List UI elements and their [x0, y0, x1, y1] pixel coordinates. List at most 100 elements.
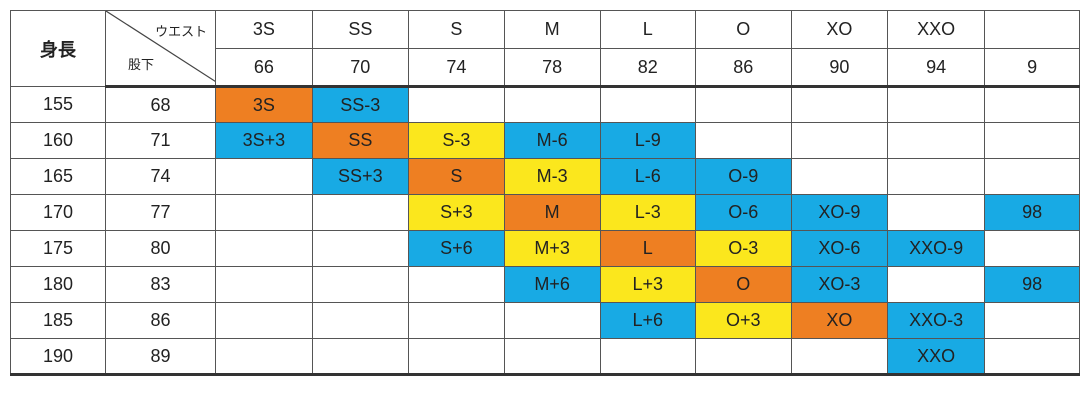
size-column-header: 3S [215, 10, 313, 49]
inseam-cell: 83 [104, 266, 217, 303]
size-cell: XXO-9 [887, 230, 986, 267]
size-cell: M-3 [503, 158, 601, 195]
size-column-header: XXO [887, 10, 986, 49]
size-cell [887, 122, 986, 159]
waist-value-cell: 66 [215, 48, 313, 88]
size-cell: O-3 [694, 230, 792, 267]
size-cell [311, 338, 410, 376]
size-cell: L-6 [599, 158, 696, 195]
size-cell [215, 302, 313, 339]
size-cell: O-6 [694, 194, 792, 231]
size-cell [790, 122, 889, 159]
size-cell [408, 338, 505, 376]
size-cell: XXO-3 [887, 302, 986, 339]
table-row: 170 77 S+3 M L-3 O-6 XO-9 98 [10, 194, 1080, 231]
inseam-label: 股下 [127, 57, 154, 72]
waist-value-cell: 86 [694, 48, 792, 88]
size-cell: S+6 [408, 230, 505, 267]
size-cell [215, 194, 313, 231]
table-row: 155 68 3S SS-3 [10, 86, 1080, 123]
size-chart-table: 身長 ウエスト 股下 3S SS S M L O XO XXO 66 70 74 78 82 86 90 9… [10, 10, 1080, 376]
size-cell: L [599, 230, 696, 267]
waist-value-cell: 78 [503, 48, 601, 88]
inseam-cell: 77 [104, 194, 217, 231]
size-cell [984, 86, 1080, 123]
size-cell [984, 158, 1080, 195]
size-cell [599, 86, 696, 123]
size-column-header: XO [790, 10, 889, 49]
size-cell [887, 194, 986, 231]
size-cell: S-3 [408, 122, 505, 159]
waist-value-cell: 9 [984, 48, 1080, 88]
table-row: 175 80 S+6 M+3 L O-3 XO-6 XXO-9 [10, 230, 1080, 267]
size-column-header [984, 10, 1080, 49]
size-cell [887, 266, 986, 303]
size-column-header: O [694, 10, 792, 49]
inseam-cell: 80 [104, 230, 217, 267]
size-cell [503, 86, 601, 123]
size-cell [599, 338, 696, 376]
size-cell [984, 230, 1080, 267]
size-cell: O-9 [694, 158, 792, 195]
diagonal-divider [106, 11, 215, 82]
size-cell [503, 302, 601, 339]
height-cell: 155 [10, 86, 106, 123]
inseam-cell: 86 [104, 302, 217, 339]
size-cell [503, 338, 601, 376]
size-cell [311, 302, 410, 339]
size-cell [311, 194, 410, 231]
size-cell [790, 86, 889, 123]
size-cell: S+3 [408, 194, 505, 231]
size-cell: XO [790, 302, 889, 339]
size-cell [408, 266, 505, 303]
waist-value-cell: 74 [408, 48, 505, 88]
size-cell [215, 158, 313, 195]
size-cell [215, 266, 313, 303]
size-cell: 98 [984, 194, 1080, 231]
size-cell: 98 [984, 266, 1080, 303]
size-cell [694, 86, 792, 123]
size-cell [694, 122, 792, 159]
height-cell: 185 [10, 302, 106, 339]
size-cell: S [408, 158, 505, 195]
size-name-row: 身長 ウエスト 股下 3S SS S M L O XO XXO [10, 10, 1080, 88]
size-cell: M+3 [503, 230, 601, 267]
size-cell [887, 158, 986, 195]
waist-value-cell: 94 [887, 48, 986, 88]
size-cell: 3S [215, 86, 313, 123]
size-cell: XO-3 [790, 266, 889, 303]
height-header: 身長 [10, 10, 106, 87]
size-cell: M [503, 194, 601, 231]
size-cell [790, 338, 889, 376]
size-column-header: M [503, 10, 601, 49]
inseam-cell: 74 [104, 158, 217, 195]
size-cell: L-3 [599, 194, 696, 231]
size-cell [790, 158, 889, 195]
inseam-cell: 68 [104, 86, 217, 123]
size-cell: XO-6 [790, 230, 889, 267]
size-cell: 3S+3 [215, 122, 313, 159]
table-row: 180 83 M+6 L+3 O XO-3 98 [10, 266, 1080, 303]
size-cell: L+6 [599, 302, 696, 339]
table-row: 160 71 3S+3 SS S-3 M-6 L-9 [10, 122, 1080, 159]
height-cell: 190 [10, 338, 106, 376]
waist-value-row: 66 70 74 78 82 86 90 94 9 [11, 48, 1080, 88]
size-cell [984, 302, 1080, 339]
size-cell: SS [311, 122, 410, 159]
size-cell [408, 302, 505, 339]
size-cell: SS+3 [311, 158, 410, 195]
size-cell [984, 122, 1080, 159]
height-cell: 160 [10, 122, 106, 159]
height-cell: 170 [10, 194, 106, 231]
height-cell: 180 [10, 266, 106, 303]
table-row: 190 89 XXO [10, 338, 1080, 376]
size-column-header: SS [311, 10, 410, 49]
waist-value-cell: 82 [599, 48, 696, 88]
waist-label: ウエスト [155, 24, 208, 39]
inseam-cell: 89 [104, 338, 217, 376]
size-cell [215, 230, 313, 267]
table-row: 165 74 SS+3 S M-3 L-6 O-9 [10, 158, 1080, 195]
size-cell: L+3 [599, 266, 696, 303]
height-cell: 165 [10, 158, 106, 195]
size-cell: SS-3 [311, 86, 410, 123]
